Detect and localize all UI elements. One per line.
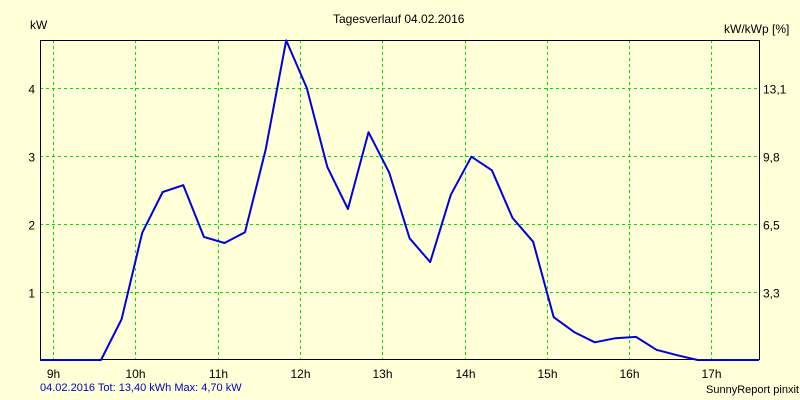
x-tick-label: 16h xyxy=(619,367,639,381)
branding-text: SunnyReport pinxit xyxy=(706,384,799,396)
y-axis-right-unit: kW/kWp [%] xyxy=(724,22,790,36)
x-tick-label: 9h xyxy=(47,367,60,381)
x-tick-label: 11h xyxy=(209,367,228,381)
y-tick-label-right: 13,1 xyxy=(763,83,787,97)
x-tick-label: 14h xyxy=(455,367,475,381)
summary-text: 04.02.2016 Tot: 13,40 kWh Max: 4,70 kW xyxy=(40,382,242,394)
grid-lines xyxy=(40,40,759,360)
y-tick-label-left: 4 xyxy=(28,83,35,97)
y-tick-label-left: 2 xyxy=(28,219,35,233)
x-tick-label: 17h xyxy=(701,367,721,381)
axis-tick-labels: 9h 10h 11h 12h 13h 14h 15h 16h 17h 1 3,3 2 6,5 3 9,8 4 1… xyxy=(28,83,786,382)
power-series-line xyxy=(40,39,759,361)
y-tick-label-right: 3,3 xyxy=(763,287,780,301)
chart-title: Tagesverlauf 04.02.2016 xyxy=(333,12,465,26)
x-tick-label: 10h xyxy=(125,367,145,381)
y-tick-label-right: 9,8 xyxy=(763,151,780,165)
axes xyxy=(40,40,760,360)
x-tick-label: 12h xyxy=(290,367,310,381)
x-tick-label: 13h xyxy=(372,367,392,381)
y-tick-label-left: 3 xyxy=(28,151,35,165)
y-tick-label-right: 6,5 xyxy=(763,219,780,233)
x-tick-label: 15h xyxy=(537,367,557,381)
y-axis-left-unit: kW xyxy=(30,18,48,32)
y-tick-label-left: 1 xyxy=(28,287,35,301)
